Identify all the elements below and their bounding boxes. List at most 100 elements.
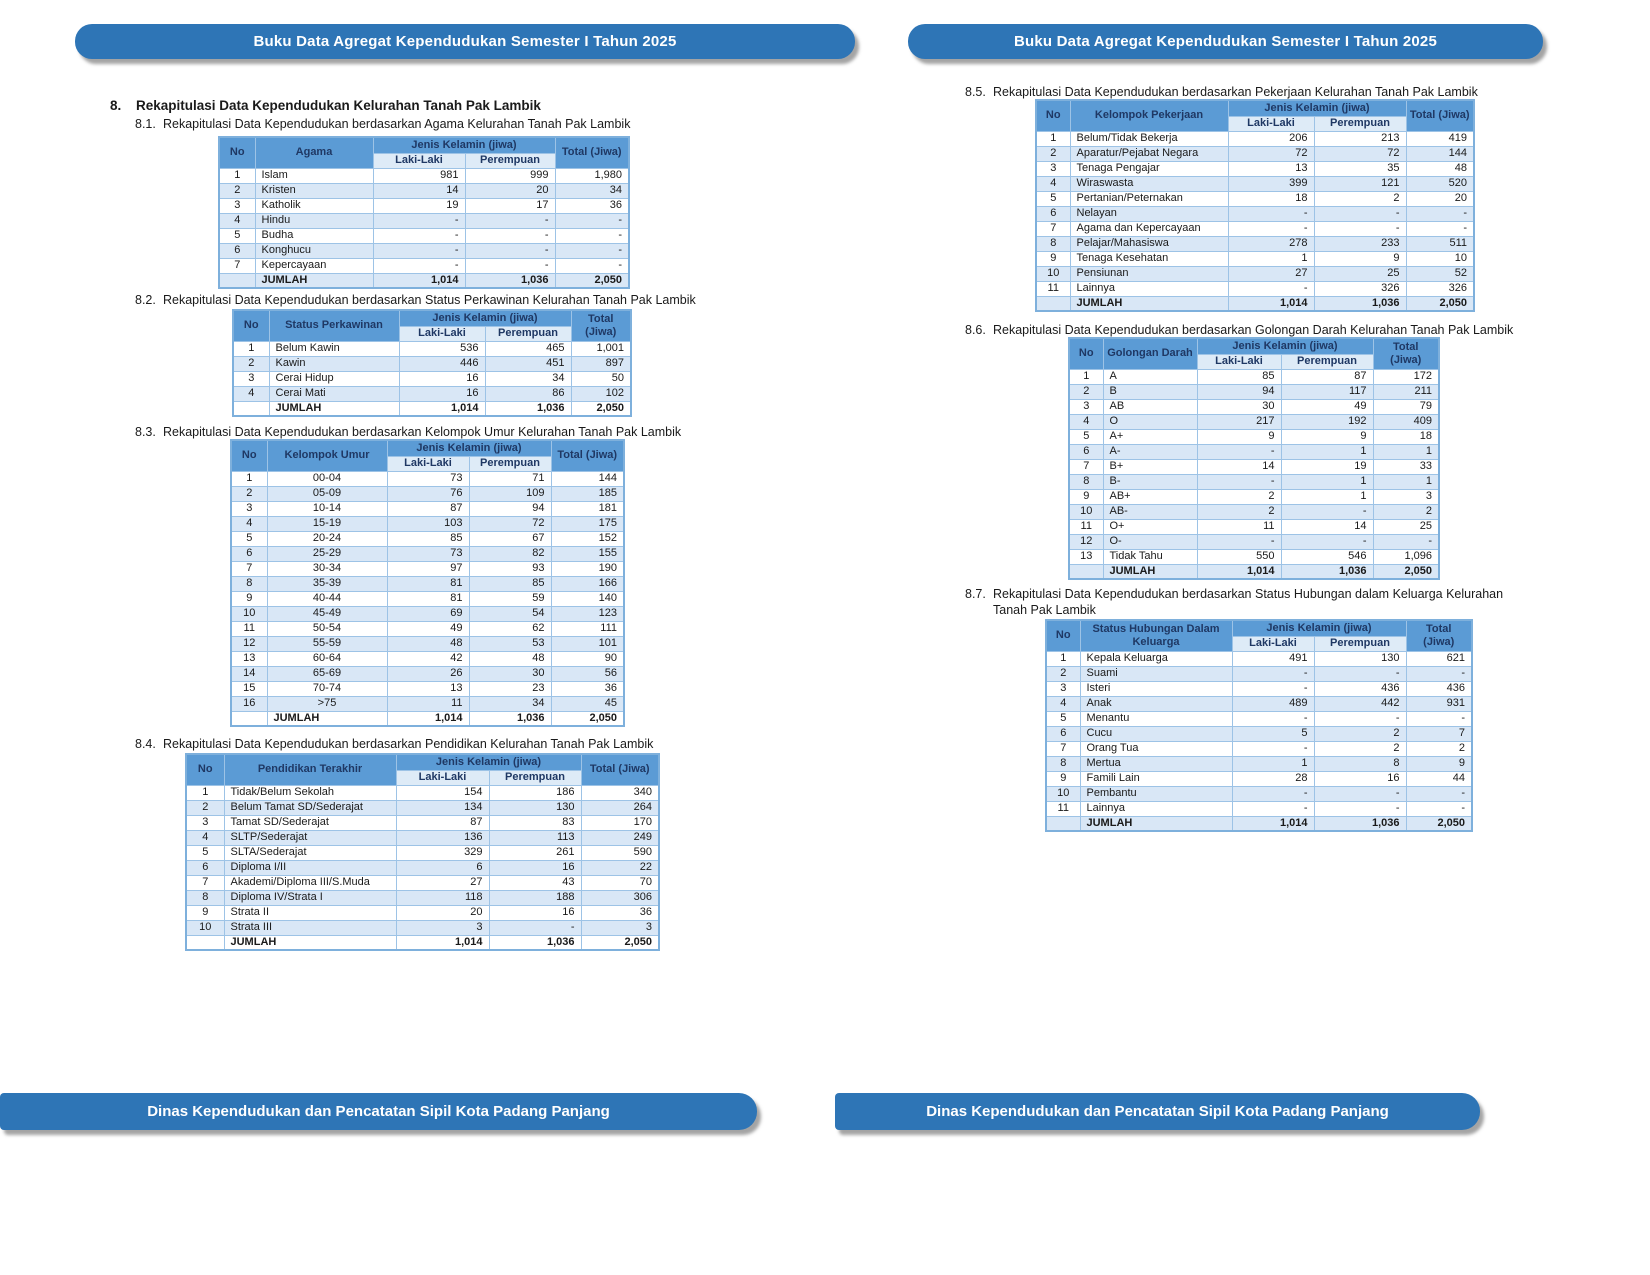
cell-jumlah-laki-laki: 1,014 xyxy=(372,272,466,289)
cell-no xyxy=(230,710,268,727)
cell-laki-laki: 85 xyxy=(386,530,470,547)
cell-laki-laki: - xyxy=(1231,665,1315,682)
table-row: 3 Katholik 19 17 36 xyxy=(218,197,630,214)
table-8-2-title: 8.2. Rekapitulasi Data Kependudukan berd… xyxy=(135,292,755,308)
table-subheader-row: Laki-Laki Perempuan xyxy=(1046,635,1472,652)
table-subheader-row: Laki-Laki Perempuan xyxy=(233,325,631,342)
cell-no: 15 xyxy=(230,680,268,697)
cell-laki-laki: 94 xyxy=(1196,383,1282,400)
table-title-number: 8.1. xyxy=(135,117,156,131)
page-header-banner-left: Buku Data Agregat Kependudukan Semester … xyxy=(75,24,855,59)
cell-no: 5 xyxy=(1068,428,1104,445)
cell-laki-laki: 87 xyxy=(395,814,490,831)
cell-total: 170 xyxy=(580,814,660,831)
cell-jumlah-total: 2,050 xyxy=(554,272,630,289)
cell-total: - xyxy=(1405,785,1473,802)
cell-category: Hindu xyxy=(254,212,374,229)
table-row: 3 Tamat SD/Sederajat 87 83 170 xyxy=(185,814,660,831)
cell-laki-laki: - xyxy=(1231,680,1315,697)
table-row: 5 SLTA/Sederajat 329 261 590 xyxy=(185,844,660,861)
cell-laki-laki: - xyxy=(1196,533,1282,550)
table-row: 8 35-39 81 85 166 xyxy=(230,575,625,592)
cell-total: 621 xyxy=(1405,650,1473,667)
cell-category: Tidak Tahu xyxy=(1102,548,1198,565)
cell-perempuan: 20 xyxy=(464,182,556,199)
cell-total: 45 xyxy=(550,695,625,712)
cell-laki-laki: 97 xyxy=(386,560,470,577)
col-header-no: No xyxy=(230,439,268,472)
cell-laki-laki: - xyxy=(1227,205,1315,222)
cell-no: 10 xyxy=(1035,265,1071,282)
cell-total: 34 xyxy=(554,182,630,199)
cell-total: 520 xyxy=(1405,175,1475,192)
cell-laki-laki: 206 xyxy=(1227,130,1315,147)
cell-category: Pelajar/Mahasiswa xyxy=(1069,235,1229,252)
table-row: 7 B+ 14 19 33 xyxy=(1068,458,1440,475)
col-header-category: Status Hubungan Dalam Keluarga xyxy=(1079,619,1233,652)
col-header-total: Total (Jiwa) xyxy=(1372,337,1440,370)
cell-perempuan: 48 xyxy=(468,650,552,667)
cell-perempuan: 87 xyxy=(1280,368,1374,385)
cell-category: Famili Lain xyxy=(1079,770,1233,787)
cell-jumlah-perempuan: 1,036 xyxy=(484,400,572,417)
cell-no: 7 xyxy=(1068,458,1104,475)
table-header-row: No Golongan Darah Jenis Kelamin (jiwa) Tota… xyxy=(1068,337,1440,370)
cell-laki-laki: 118 xyxy=(395,889,490,906)
cell-laki-laki: 2 xyxy=(1196,503,1282,520)
cell-category: Isteri xyxy=(1079,680,1233,697)
cell-no: 12 xyxy=(230,635,268,652)
cell-laki-laki: 14 xyxy=(372,182,466,199)
cell-category: Belum/Tidak Bekerja xyxy=(1069,130,1229,147)
cell-category: Agama dan Kepercayaan xyxy=(1069,220,1229,237)
cell-no: 13 xyxy=(1068,548,1104,565)
cell-laki-laki: 72 xyxy=(1227,145,1315,162)
cell-no: 3 xyxy=(218,197,256,214)
cell-category: 00-04 xyxy=(266,470,388,487)
cell-total: 3 xyxy=(580,919,660,936)
cell-perempuan: - xyxy=(464,242,556,259)
table-header-row: No Kelompok Umur Jenis Kelamin (jiwa) Total… xyxy=(230,439,625,472)
col-header-laki-laki: Laki-Laki xyxy=(398,325,486,342)
col-header-total: Total (Jiwa) xyxy=(1405,619,1473,652)
cell-perempuan: 34 xyxy=(484,370,572,387)
cell-perempuan: 16 xyxy=(488,859,582,876)
table-row: 4 15-19 103 72 175 xyxy=(230,515,625,532)
cell-category: B- xyxy=(1102,473,1198,490)
cell-laki-laki: - xyxy=(1231,740,1315,757)
jumlah-row: JUMLAH 1,014 1,036 2,050 xyxy=(1035,295,1475,312)
cell-category: Lainnya xyxy=(1069,280,1229,297)
cell-category: A xyxy=(1102,368,1198,385)
table-title-text: Rekapitulasi Data Kependudukan berdasark… xyxy=(163,737,654,751)
cell-category: Tenaga Pengajar xyxy=(1069,160,1229,177)
cell-total: 175 xyxy=(550,515,625,532)
cell-laki-laki: 14 xyxy=(1196,458,1282,475)
jumlah-row: JUMLAH 1,014 1,036 2,050 xyxy=(1045,815,1473,832)
cell-category: Belum Kawin xyxy=(268,340,400,357)
cell-category: Kepercayaan xyxy=(254,257,374,274)
cell-total: 1,980 xyxy=(554,167,630,184)
cell-perempuan: 436 xyxy=(1313,680,1407,697)
table-row: 10 Pembantu - - - xyxy=(1045,785,1473,802)
cell-total: 249 xyxy=(580,829,660,846)
cell-no xyxy=(232,400,270,417)
table-row: 7 30-34 97 93 190 xyxy=(230,560,625,577)
table-row: 4 SLTP/Sederajat 136 113 249 xyxy=(185,829,660,846)
cell-laki-laki: - xyxy=(1196,473,1282,490)
cell-no: 4 xyxy=(1068,413,1104,430)
cell-perempuan: 30 xyxy=(468,665,552,682)
cell-total: 897 xyxy=(570,355,632,372)
cell-no: 4 xyxy=(1045,695,1081,712)
table-row: 7 Kepercayaan - - - xyxy=(218,257,630,274)
cell-jumlah-label: JUMLAH xyxy=(254,272,374,289)
col-header-perempuan: Perempuan xyxy=(488,769,582,786)
cell-total: 181 xyxy=(550,500,625,517)
cell-perempuan: 1 xyxy=(1280,473,1374,490)
cell-total: 50 xyxy=(570,370,632,387)
cell-category: Diploma IV/Strata I xyxy=(223,889,397,906)
cell-laki-laki: 1 xyxy=(1231,755,1315,772)
cell-category: Nelayan xyxy=(1069,205,1229,222)
cell-laki-laki: - xyxy=(372,242,466,259)
table-row: 5 Menantu - - - xyxy=(1045,710,1473,727)
cell-category: AB+ xyxy=(1102,488,1198,505)
cell-category: Tamat SD/Sederajat xyxy=(223,814,397,831)
